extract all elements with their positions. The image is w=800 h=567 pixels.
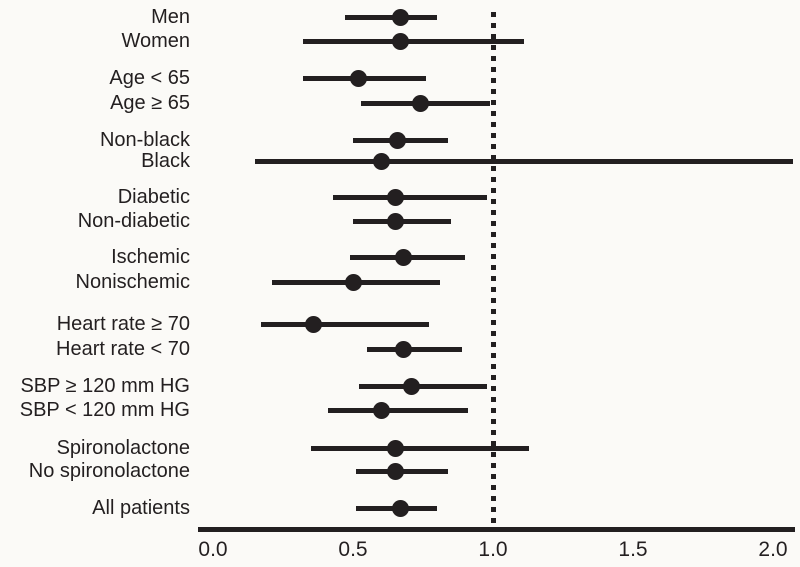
row-label: All patients <box>92 497 190 519</box>
point-estimate-marker <box>344 273 362 291</box>
point-estimate-marker <box>389 131 407 149</box>
ci-line <box>255 159 793 164</box>
row-label: Spironolactone <box>56 437 190 459</box>
point-estimate-marker <box>411 94 429 112</box>
row-label: Non-black <box>99 129 190 151</box>
ci-line <box>327 408 468 413</box>
point-estimate-marker <box>372 401 390 419</box>
row-label: No spironolactone <box>28 460 190 482</box>
reference-line <box>491 12 496 527</box>
x-tick-label: 0.5 <box>338 538 368 561</box>
x-tick-label: 0.0 <box>198 538 228 561</box>
row-label: Heart rate ≥ 70 <box>56 313 190 335</box>
row-label: Age ≥ 65 <box>110 92 190 114</box>
point-estimate-marker <box>386 439 404 457</box>
ci-line <box>358 384 488 389</box>
point-estimate-marker <box>392 499 410 517</box>
row-label: SBP ≥ 120 mm HG <box>20 375 190 397</box>
row-label: Ischemic <box>111 246 190 268</box>
point-estimate-marker <box>403 377 421 395</box>
ci-line <box>260 322 429 327</box>
ci-line <box>311 446 530 451</box>
row-label: Non-diabetic <box>77 210 190 232</box>
point-estimate-marker <box>350 69 368 87</box>
x-tick-label: 1.0 <box>478 538 508 561</box>
point-estimate-marker <box>386 462 404 480</box>
x-axis-ticks: 0.0 0.5 1.0 1.5 2.0 <box>0 538 800 567</box>
point-estimate-marker <box>386 212 404 230</box>
point-estimate-marker <box>394 340 412 358</box>
ci-line <box>302 39 524 44</box>
point-estimate-marker <box>392 32 410 50</box>
x-axis-line <box>198 527 795 532</box>
ci-line <box>333 195 488 200</box>
row-label: Heart rate < 70 <box>56 338 190 360</box>
row-label: Age < 65 <box>109 67 190 89</box>
point-estimate-marker <box>372 152 390 170</box>
ci-line <box>344 15 437 20</box>
point-estimate-marker <box>394 248 412 266</box>
x-tick-label: 1.5 <box>618 538 648 561</box>
row-label: Men <box>151 6 190 28</box>
point-estimate-marker <box>386 188 404 206</box>
row-label: Black <box>141 150 190 172</box>
x-tick-label: 2.0 <box>758 538 788 561</box>
row-label: Nonischemic <box>75 271 190 293</box>
point-estimate-marker <box>392 8 410 26</box>
row-label: SBP < 120 mm HG <box>19 399 190 421</box>
row-label: Women <box>121 30 190 52</box>
row-label: Diabetic <box>117 186 190 208</box>
point-estimate-marker <box>305 315 323 333</box>
ci-line <box>367 347 463 352</box>
